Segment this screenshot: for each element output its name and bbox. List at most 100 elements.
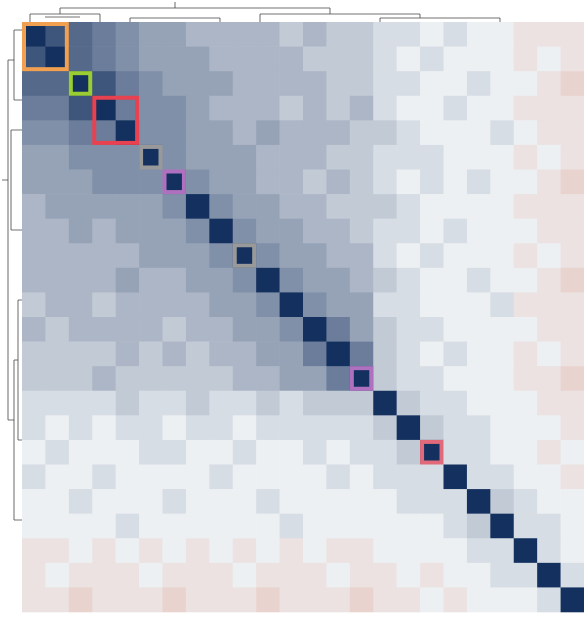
heatmap-cell	[232, 292, 257, 318]
heatmap-cell	[139, 22, 163, 47]
heatmap-cell	[185, 194, 210, 219]
heatmap-cell	[396, 218, 421, 244]
heatmap-cell	[256, 22, 280, 47]
heatmap-cell	[513, 317, 538, 342]
heatmap-cell	[373, 243, 397, 269]
heatmap-cell	[513, 341, 538, 367]
heatmap-cell	[443, 341, 468, 367]
heatmap-cell	[115, 243, 140, 269]
heatmap-cell	[232, 267, 257, 293]
cluster-box	[162, 169, 186, 195]
heatmap-cell	[443, 267, 468, 293]
heatmap-cell	[396, 292, 421, 318]
heatmap-cell	[185, 513, 210, 539]
heatmap-cell	[279, 169, 304, 195]
heatmap-cell	[209, 46, 234, 72]
heatmap-cell	[162, 292, 187, 318]
heatmap-cell	[115, 341, 140, 367]
heatmap-cell	[209, 489, 234, 514]
heatmap-cell	[373, 120, 397, 146]
heatmap-cell	[513, 120, 538, 146]
heatmap-cell	[303, 243, 327, 269]
heatmap-cell	[185, 562, 210, 588]
heatmap-cell	[115, 218, 140, 244]
cluster-box	[420, 439, 444, 465]
heatmap-cell	[537, 415, 561, 441]
heatmap-cell	[466, 390, 491, 416]
heatmap-cell	[45, 46, 70, 72]
heatmap-cell	[373, 464, 397, 490]
heatmap-cell	[139, 366, 163, 392]
heatmap-cell	[443, 317, 468, 342]
heatmap-cell	[115, 562, 140, 588]
heatmap-cell	[209, 120, 234, 146]
heatmap-cell	[115, 587, 140, 613]
heatmap-cell	[22, 587, 46, 613]
heatmap-cell	[396, 46, 421, 72]
heatmap-cell	[115, 464, 140, 490]
heatmap-cell	[115, 538, 140, 564]
heatmap-cell	[92, 243, 116, 269]
heatmap-cell	[326, 439, 351, 465]
heatmap-cell	[139, 95, 163, 121]
heatmap-cell	[466, 341, 491, 367]
heatmap-cell	[513, 562, 538, 588]
heatmap-cell	[349, 194, 374, 219]
heatmap-cell	[349, 46, 374, 72]
heatmap-cell	[490, 46, 515, 72]
heatmap-cell	[185, 587, 210, 613]
heatmap-cell	[466, 71, 491, 97]
heatmap-cell	[22, 562, 46, 588]
heatmap-cell	[139, 169, 163, 195]
heatmap-cell	[560, 194, 584, 219]
heatmap-cell	[115, 71, 140, 97]
heatmap-cell	[256, 587, 280, 613]
heatmap-cell	[326, 95, 351, 121]
heatmap-cell	[490, 317, 515, 342]
heatmap-cell	[115, 22, 140, 47]
heatmap-cell	[256, 169, 280, 195]
heatmap-cell	[396, 267, 421, 293]
heatmap-cell	[185, 71, 210, 97]
heatmap-cell	[232, 95, 257, 121]
heatmap-cell	[279, 366, 304, 392]
heatmap-cell	[490, 120, 515, 146]
heatmap-cell	[466, 366, 491, 392]
heatmap-cell	[443, 489, 468, 514]
heatmap-cell	[256, 46, 280, 72]
heatmap-cell	[466, 587, 491, 613]
heatmap-cell	[68, 587, 93, 613]
heatmap-cell	[326, 538, 351, 564]
heatmap-cell	[420, 538, 444, 564]
heatmap-cell	[279, 95, 304, 121]
heatmap-cell	[45, 489, 70, 514]
heatmap-cell	[185, 243, 210, 269]
heatmap-cell	[396, 415, 421, 441]
heatmap-cell	[349, 390, 374, 416]
heatmap-cell	[303, 267, 327, 293]
heatmap-cell	[92, 587, 116, 613]
heatmap-cell	[537, 538, 561, 564]
heatmap-cell	[279, 46, 304, 72]
heatmap-cell	[303, 317, 327, 342]
heatmap-cell	[373, 538, 397, 564]
heatmap-cell	[326, 366, 351, 392]
heatmap-cell	[256, 464, 280, 490]
heatmap-cell	[537, 366, 561, 392]
heatmap-cell	[68, 144, 93, 170]
heatmap-cell	[45, 562, 70, 588]
heatmap-cell	[232, 120, 257, 146]
heatmap-cell	[537, 292, 561, 318]
heatmap-cell	[420, 366, 444, 392]
heatmap-cell	[139, 415, 163, 441]
heatmap-cell	[349, 95, 374, 121]
heatmap-cell	[373, 489, 397, 514]
heatmap-cell	[92, 562, 116, 588]
heatmap-cell	[443, 46, 468, 72]
heatmap-cell	[232, 243, 257, 269]
heatmap-cell	[560, 95, 584, 121]
heatmap-cell	[326, 390, 351, 416]
heatmap-cell	[92, 538, 116, 564]
heatmap-cell	[490, 390, 515, 416]
heatmap-cell	[420, 194, 444, 219]
